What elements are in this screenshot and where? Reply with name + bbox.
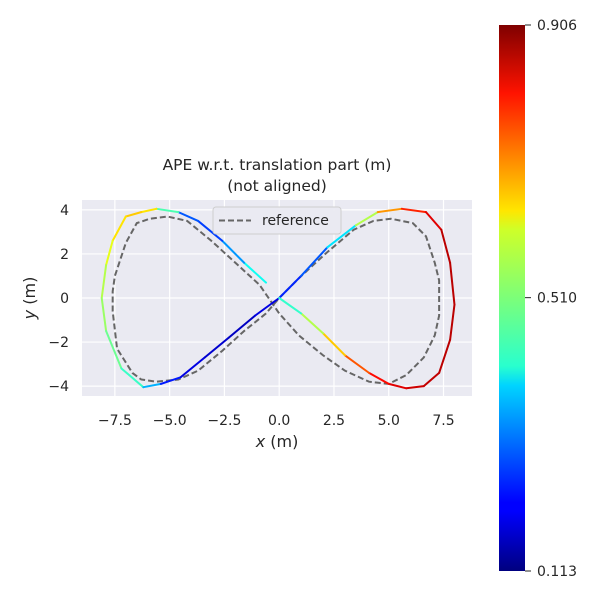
trajectory-segment — [400, 207, 427, 214]
trajectory-segment — [155, 207, 180, 214]
series-line-reference — [111, 215, 441, 385]
y-tick-label: 0 — [60, 291, 69, 307]
x-axis-label: x (m) — [255, 432, 299, 451]
trajectory-segment — [100, 263, 108, 299]
trajectory-segment — [449, 303, 456, 341]
colorbar: 0.113 0.510 0.906 — [499, 18, 577, 580]
y-axis-label: y (m) — [20, 277, 39, 321]
x-tick-label: 7.5 — [432, 413, 454, 429]
trajectory-segment — [440, 228, 452, 264]
trajectory-segment — [405, 385, 425, 390]
trajectory-segment — [322, 332, 346, 357]
trajectory-segment — [100, 297, 108, 333]
trajectory-segment — [124, 211, 143, 218]
colorbar-ticks: 0.113 0.510 0.906 — [525, 18, 577, 580]
legend: reference — [212, 206, 342, 235]
x-tick-label: −5.0 — [153, 413, 187, 429]
trajectory-segment — [376, 207, 403, 214]
trajectory-segment — [449, 261, 456, 306]
trajectory-segment — [142, 382, 162, 389]
series-layer — [100, 207, 456, 390]
colorbar-tick-label: 0.113 — [537, 564, 577, 580]
trajectory-segment — [438, 338, 452, 374]
y-tick-label: 4 — [60, 203, 69, 219]
colorbar-gradient — [499, 25, 525, 571]
x-tick-label: 0.0 — [268, 413, 290, 429]
trajectory-segment — [140, 207, 158, 214]
trajectory-segment — [387, 382, 408, 390]
trajectory-segment — [197, 219, 224, 242]
trajectory-segment — [179, 356, 206, 379]
legend-box — [212, 206, 342, 235]
trajectory-segment — [254, 297, 281, 317]
y-ticks: −4 −2 0 2 4 — [48, 203, 69, 395]
trajectory-segment — [111, 215, 127, 242]
trajectory-segment — [354, 211, 379, 227]
trajectory-segment — [300, 312, 325, 335]
x-ticks: −7.5 −5.0 −2.5 0.0 2.5 5.0 7.5 — [98, 413, 455, 429]
y-tick-label: 2 — [60, 247, 69, 263]
trajectory-segment — [177, 211, 200, 222]
y-tick-label: −4 — [48, 379, 69, 395]
chart-title: APE w.r.t. translation part (m) — [163, 156, 392, 174]
trajectory-segment — [203, 336, 230, 359]
trajectory-segment — [278, 274, 303, 299]
x-tick-label: 2.5 — [323, 413, 345, 429]
colorbar-tick-label: 0.906 — [537, 18, 577, 34]
trajectory-segment — [424, 211, 443, 231]
trajectory-segment — [343, 354, 371, 374]
chart-subtitle: (not aligned) — [227, 177, 327, 195]
trajectory-segment — [278, 297, 303, 315]
trajectory-segment — [105, 330, 123, 370]
trajectory-segment — [227, 314, 257, 339]
trajectory-segment — [326, 224, 357, 249]
trajectory-segment — [221, 239, 246, 264]
trajectory-segment — [300, 246, 329, 277]
trajectory-segment — [422, 371, 441, 388]
x-tick-label: 5.0 — [378, 413, 400, 429]
trajectory-segment — [105, 239, 114, 266]
legend-label-reference: reference — [262, 213, 329, 229]
colorbar-tick-label: 0.510 — [537, 291, 577, 307]
trajectory-segment — [159, 376, 182, 385]
x-tick-label: −7.5 — [98, 413, 132, 429]
x-tick-label: −2.5 — [207, 413, 241, 429]
y-tick-label: −2 — [48, 335, 69, 351]
trajectory-segment — [243, 261, 268, 284]
trajectory-segment — [368, 371, 390, 385]
trajectory-segment — [120, 367, 145, 389]
